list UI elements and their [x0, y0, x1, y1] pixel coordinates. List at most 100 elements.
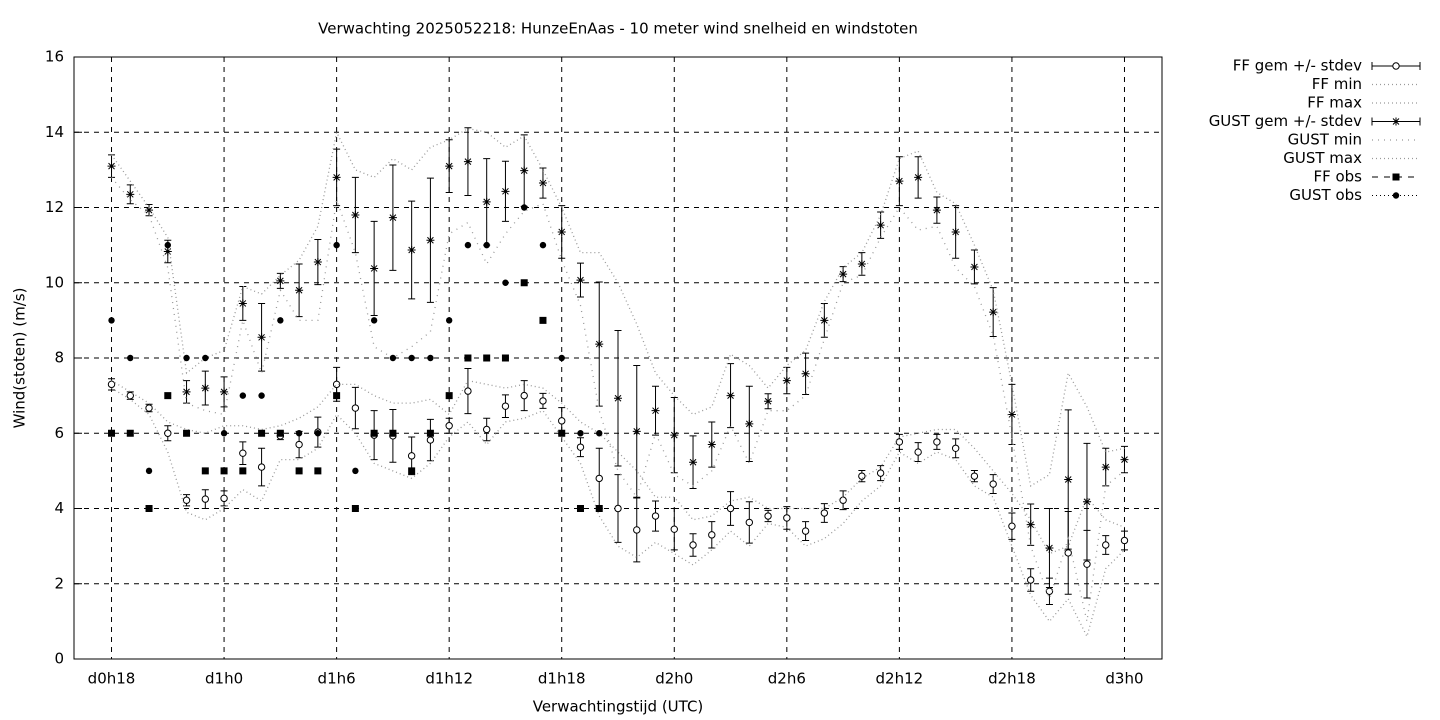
marker — [408, 467, 416, 475]
marker — [895, 177, 904, 186]
marker — [914, 448, 922, 456]
marker — [914, 173, 923, 182]
legend-label: GUST max — [1283, 149, 1362, 167]
marker — [445, 317, 453, 324]
marker — [895, 438, 904, 446]
marker — [651, 512, 660, 520]
marker — [689, 458, 698, 467]
marker — [220, 387, 229, 396]
marker — [145, 467, 153, 475]
marker — [1026, 576, 1035, 584]
marker — [839, 270, 848, 279]
marker — [295, 440, 303, 449]
marker — [482, 425, 491, 434]
marker — [426, 436, 435, 444]
marker — [1064, 475, 1073, 484]
marker — [483, 354, 491, 362]
marker — [989, 308, 998, 317]
marker — [726, 504, 735, 513]
marker — [483, 241, 490, 249]
marker — [163, 247, 172, 256]
marker — [201, 495, 210, 503]
marker — [220, 494, 228, 503]
marker — [1392, 117, 1400, 126]
marker — [145, 505, 153, 512]
marker — [127, 354, 134, 362]
x-tick-label: d1h18 — [538, 670, 586, 688]
marker — [670, 431, 679, 440]
marker — [595, 505, 603, 512]
marker — [427, 354, 434, 362]
marker — [126, 391, 134, 400]
y-tick-label: 10 — [45, 273, 64, 291]
marker — [839, 496, 847, 504]
marker — [502, 279, 509, 286]
marker — [464, 387, 472, 395]
marker — [783, 514, 791, 522]
x-tick-label: d2h6 — [768, 670, 806, 688]
marker — [370, 264, 379, 273]
marker — [333, 241, 340, 249]
marker — [351, 505, 359, 512]
marker — [595, 340, 604, 349]
marker — [970, 472, 979, 480]
marker — [407, 246, 416, 255]
marker — [258, 429, 266, 437]
legend-label: GUST min — [1288, 131, 1362, 149]
y-tick-label: 2 — [54, 574, 64, 592]
marker — [314, 430, 322, 437]
marker — [539, 316, 547, 324]
marker — [1045, 587, 1054, 595]
marker — [313, 258, 322, 267]
marker — [651, 406, 660, 415]
marker — [1101, 463, 1110, 472]
marker — [182, 387, 191, 396]
marker — [408, 354, 415, 362]
marker — [276, 276, 285, 285]
x-tick-label: d0h18 — [88, 670, 136, 688]
x-tick-label: d1h6 — [318, 670, 356, 688]
x-tick-label: d2h12 — [876, 670, 924, 688]
marker — [352, 467, 359, 475]
marker — [951, 444, 960, 452]
marker — [539, 397, 547, 405]
x-tick-label: d2h18 — [988, 670, 1036, 688]
marker — [539, 241, 547, 249]
marker — [670, 525, 678, 533]
marker — [857, 259, 866, 268]
marker — [108, 429, 116, 437]
marker — [520, 391, 528, 400]
marker — [501, 187, 510, 196]
marker — [764, 512, 772, 520]
marker — [389, 429, 397, 437]
marker — [876, 469, 885, 477]
marker — [820, 509, 829, 517]
marker — [370, 429, 378, 437]
marker — [464, 354, 472, 362]
marker — [445, 162, 454, 171]
marker — [107, 162, 116, 171]
marker — [407, 452, 416, 460]
y-tick-label: 16 — [45, 48, 64, 66]
marker — [801, 369, 810, 378]
marker — [1392, 192, 1400, 199]
marker — [258, 392, 265, 399]
marker — [726, 391, 735, 400]
marker — [145, 206, 154, 215]
marker — [164, 241, 171, 249]
marker — [482, 197, 491, 206]
marker — [1008, 522, 1016, 530]
marker — [239, 449, 247, 457]
marker — [276, 429, 284, 437]
marker — [1045, 544, 1054, 553]
x-axis-label: Verwachtingstijd (UTC) — [533, 698, 704, 716]
marker — [257, 333, 266, 342]
marker — [351, 211, 360, 220]
marker — [596, 430, 603, 437]
marker — [314, 467, 322, 475]
x-tick-label: d2h0 — [655, 670, 693, 688]
marker — [1083, 560, 1091, 568]
marker — [445, 422, 453, 430]
